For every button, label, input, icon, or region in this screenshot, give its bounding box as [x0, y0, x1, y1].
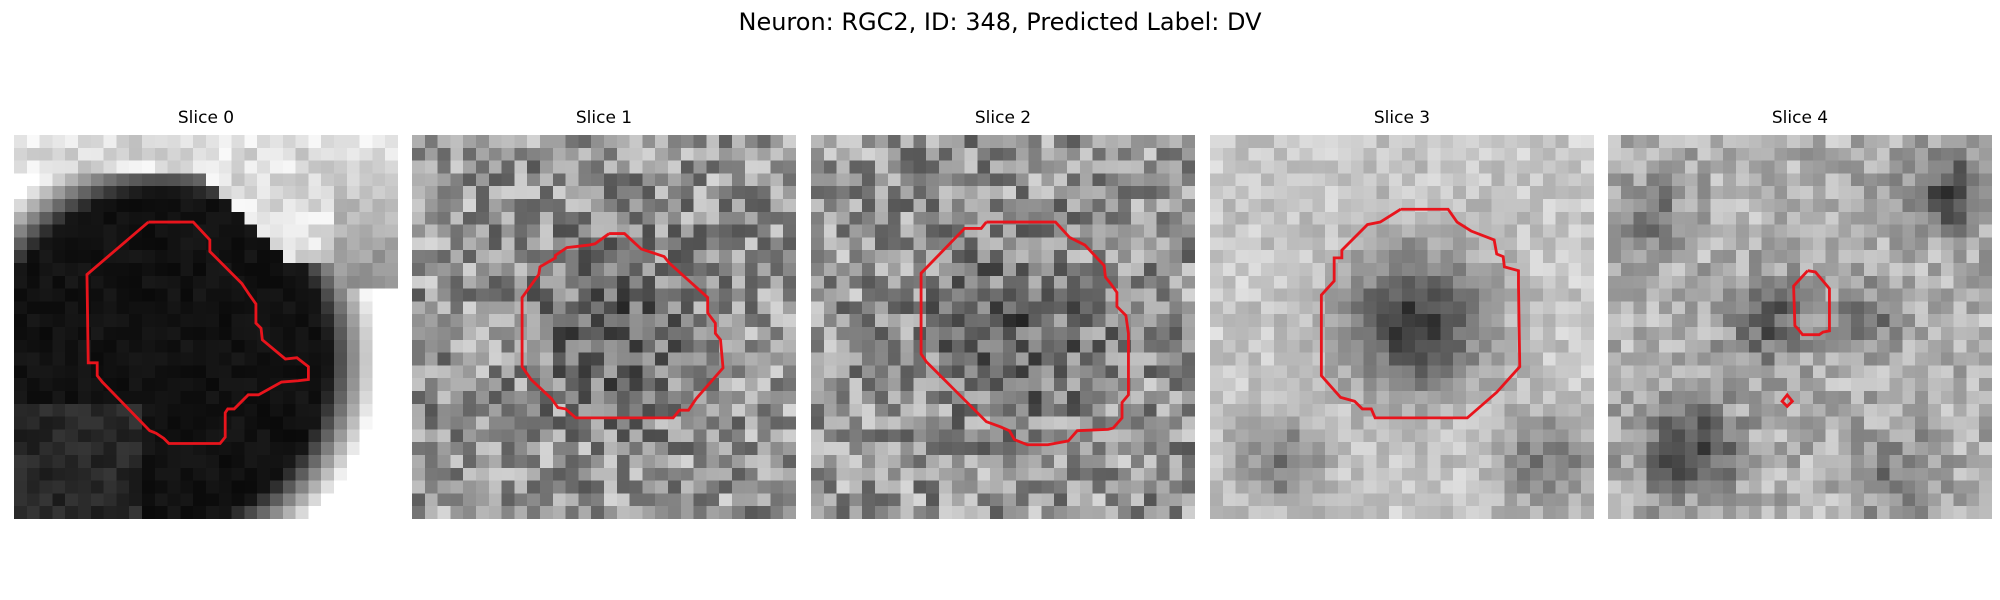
- slice-0-contour: [85, 220, 310, 445]
- slice-2-contour: [919, 220, 1130, 447]
- slice-4-contour-upper: [1792, 269, 1831, 337]
- slice-1-image: [412, 135, 796, 519]
- slice-3-panel: [1210, 135, 1594, 519]
- slice-4-contour-lower: [1780, 392, 1795, 409]
- slice-0-panel: [14, 135, 398, 519]
- slice-3-image: [1210, 135, 1594, 519]
- figure-title: Neuron: RGC2, ID: 348, Predicted Label: …: [738, 8, 1262, 36]
- panel-title-slice-4: Slice 4: [1771, 108, 1829, 128]
- slice-1-contour: [520, 232, 725, 420]
- slice-3-contour: [1319, 207, 1522, 420]
- panel-title-slice-2: Slice 2: [974, 108, 1032, 128]
- panel-title-slice-0: Slice 0: [177, 108, 235, 128]
- slice-4-panel: [1608, 135, 1992, 519]
- slice-0-image: [14, 135, 398, 519]
- slice-2-image: [811, 135, 1195, 519]
- slice-4-image: [1608, 135, 1992, 519]
- panel-title-slice-3: Slice 3: [1373, 108, 1431, 128]
- slice-1-panel: [412, 135, 796, 519]
- slice-2-panel: [811, 135, 1195, 519]
- panel-title-slice-1: Slice 1: [575, 108, 633, 128]
